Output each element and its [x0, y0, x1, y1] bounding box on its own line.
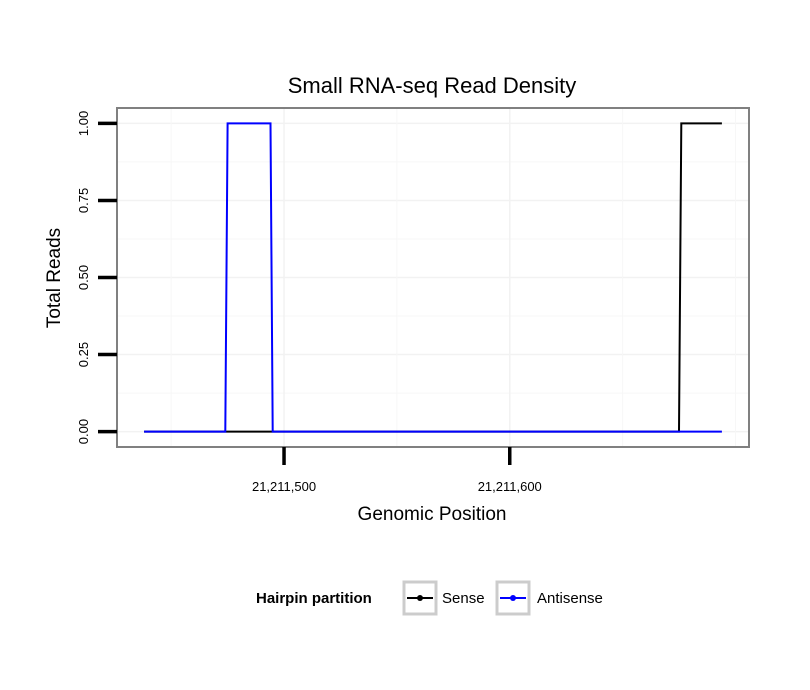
- y-tick-label: 0.50: [76, 265, 91, 290]
- plot-panel: [116, 107, 750, 448]
- chart-title: Small RNA-seq Read Density: [288, 73, 577, 98]
- x-axis: 21,211,500 21,211,600: [252, 447, 542, 494]
- y-tick-label: 0.00: [76, 419, 91, 444]
- y-axis: 0.00 0.25 0.50 0.75 1.00: [76, 111, 117, 444]
- legend-label-antisense: Antisense: [537, 590, 603, 607]
- y-tick-label: 1.00: [76, 111, 91, 136]
- legend-title: Hairpin partition: [256, 590, 372, 607]
- legend-label-sense: Sense: [442, 590, 485, 607]
- legend: Hairpin partition Sense Antisense: [256, 580, 603, 616]
- y-tick-label: 0.75: [76, 188, 91, 213]
- legend-key-point: [510, 595, 516, 601]
- series-line-antisense: [144, 122, 722, 433]
- grid-lines: [117, 108, 749, 447]
- x-tick-label: 21,211,600: [478, 479, 542, 494]
- y-axis-title: Total Reads: [44, 228, 65, 328]
- legend-key-point: [417, 595, 423, 601]
- x-tick-label: 21,211,500: [252, 479, 316, 494]
- y-tick-label: 0.25: [76, 342, 91, 367]
- series-layer: [144, 122, 722, 433]
- x-axis-title: Genomic Position: [358, 504, 507, 525]
